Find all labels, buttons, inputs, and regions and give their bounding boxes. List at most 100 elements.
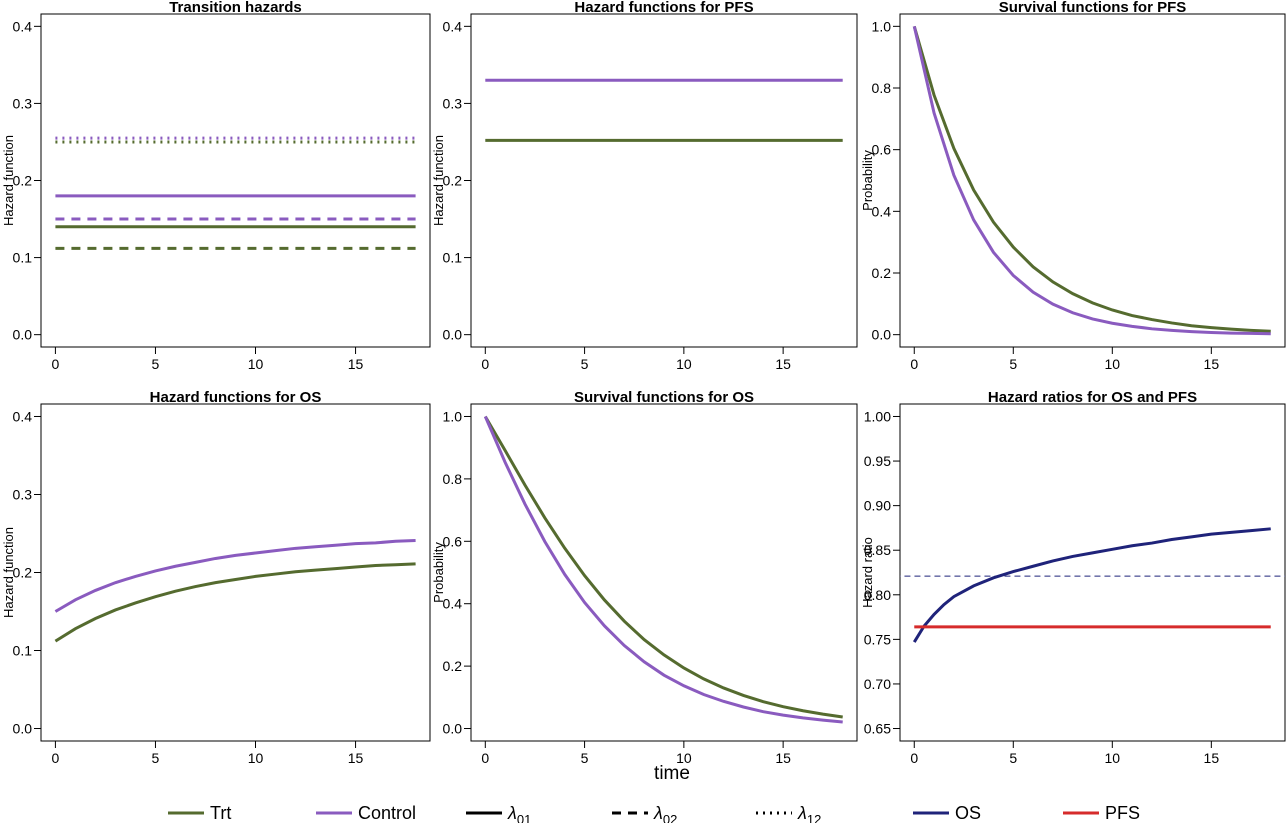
- y-tick-label: 0.4: [13, 18, 33, 34]
- panels: Transition hazards Hazard function 0 5 10 15 0…: [1, 0, 1286, 766]
- x-tick-label: 10: [676, 356, 692, 372]
- plot-frame: [470, 403, 858, 742]
- y-tick-label: 0.2: [13, 565, 33, 581]
- x-tick-label: 15: [1204, 356, 1220, 372]
- y-tick-label: 0.8: [443, 471, 463, 487]
- legend-item: λ12: [756, 803, 821, 823]
- x-tick-label: 10: [676, 750, 692, 766]
- y-tick-label: 0.2: [443, 173, 463, 189]
- y-axis-label: Probability: [431, 542, 446, 603]
- y-tick-label: 0.80: [864, 587, 891, 603]
- y-tick-label: 0.2: [13, 173, 33, 189]
- x-tick-label: 15: [348, 356, 364, 372]
- legend-label-text: Trt: [210, 803, 231, 823]
- y-tick-label: 0.6: [872, 142, 892, 158]
- legend-label-subscript: 12: [807, 812, 821, 823]
- x-tick-label: 5: [581, 750, 589, 766]
- x-tick-label: 5: [152, 356, 160, 372]
- x-tick-label: 0: [481, 356, 489, 372]
- chart-panel-6: Hazard ratios for OS and PFS Hazard ratio…: [860, 389, 1286, 766]
- shared-x-axis-label: time: [654, 763, 690, 784]
- series-line: [54, 562, 416, 643]
- legend-item: λ01: [466, 803, 531, 823]
- x-tick-label: 5: [1009, 750, 1017, 766]
- legend-item: OS: [913, 803, 981, 823]
- legend-label-subscript: 02: [663, 812, 677, 823]
- legend-label-text: Control: [358, 803, 416, 823]
- legend-item: PFS: [1063, 803, 1140, 823]
- chart-panel-5: Survival functions for OS Probability 0 5 10…: [431, 389, 858, 766]
- x-tick-label: 15: [775, 356, 791, 372]
- x-tick-label: 10: [1105, 356, 1121, 372]
- chart-panel-1: Transition hazards Hazard function 0 5 10 15 0…: [1, 0, 431, 372]
- chart-title: Survival functions for PFS: [999, 0, 1187, 16]
- y-tick-label: 0.4: [13, 408, 33, 424]
- y-tick-label: 0.90: [864, 498, 891, 514]
- y-tick-label: 0.8: [872, 80, 892, 96]
- series-line: [912, 25, 1271, 333]
- y-axis-label: Probability: [860, 150, 875, 211]
- series-group: [483, 415, 843, 724]
- y-tick-label: 0.70: [864, 676, 891, 692]
- plot-frame: [899, 13, 1286, 348]
- x-tick-label: 10: [1105, 750, 1121, 766]
- legend-item: Trt: [168, 803, 231, 823]
- chart-panel-4: Hazard functions for OS Hazard function 0 5…: [1, 389, 431, 766]
- series-line: [912, 25, 1271, 336]
- y-tick-label: 0.4: [443, 596, 463, 612]
- y-axis-label: Hazard function: [1, 135, 16, 226]
- legend-label-text: OS: [955, 803, 981, 823]
- y-axis-label: Hazard ratio: [860, 537, 875, 608]
- series-line: [912, 527, 1271, 643]
- series-line: [483, 415, 843, 724]
- y-tick-label: 0.0: [13, 327, 33, 343]
- x-tick-label: 0: [481, 750, 489, 766]
- chart-title: Hazard ratios for OS and PFS: [988, 389, 1197, 406]
- plot-frame: [40, 13, 431, 348]
- legend-label-subscript: 01: [517, 812, 531, 823]
- y-tick-label: 0.0: [872, 327, 892, 343]
- chart-title: Survival functions for OS: [574, 389, 754, 406]
- x-tick-label: 5: [581, 356, 589, 372]
- x-tick-label: 0: [52, 356, 60, 372]
- legend-label: Trt: [210, 803, 231, 823]
- legend-label-text: λ: [507, 803, 517, 823]
- y-tick-label: 0.1: [13, 643, 33, 659]
- y-tick-label: 0.1: [443, 250, 463, 266]
- legend-label: λ02: [653, 803, 677, 823]
- legend-label-text: λ: [797, 803, 807, 823]
- x-tick-label: 0: [910, 356, 918, 372]
- legend-label: PFS: [1105, 803, 1140, 823]
- y-tick-label: 0.2: [443, 658, 463, 674]
- y-tick-label: 0.2: [872, 265, 892, 281]
- legend-item: Control: [316, 803, 416, 823]
- legend-label-text: λ: [653, 803, 663, 823]
- x-tick-label: 10: [248, 356, 264, 372]
- y-tick-label: 0.65: [864, 721, 891, 737]
- legend-label-text: PFS: [1105, 803, 1140, 823]
- x-tick-label: 0: [52, 750, 60, 766]
- x-tick-label: 15: [775, 750, 791, 766]
- y-tick-label: 1.0: [443, 408, 463, 424]
- y-axis-label: Hazard function: [1, 527, 16, 618]
- plot-frame: [470, 13, 858, 348]
- y-tick-label: 1.0: [872, 18, 892, 34]
- y-tick-label: 0.75: [864, 631, 891, 647]
- legend-label: λ12: [797, 803, 821, 823]
- legend-label: Control: [358, 803, 416, 823]
- x-tick-label: 10: [248, 750, 264, 766]
- legend-label: OS: [955, 803, 981, 823]
- y-tick-label: 0.4: [872, 203, 892, 219]
- series-group: [485, 78, 843, 142]
- plot-frame: [899, 403, 1286, 742]
- series-group: [900, 527, 1285, 643]
- series-line: [54, 539, 416, 613]
- y-tick-label: 0.0: [13, 721, 33, 737]
- y-tick-label: 1.00: [864, 408, 891, 424]
- x-tick-label: 15: [348, 750, 364, 766]
- x-tick-label: 0: [910, 750, 918, 766]
- series-group: [54, 539, 416, 643]
- chart-title: Transition hazards: [169, 0, 302, 16]
